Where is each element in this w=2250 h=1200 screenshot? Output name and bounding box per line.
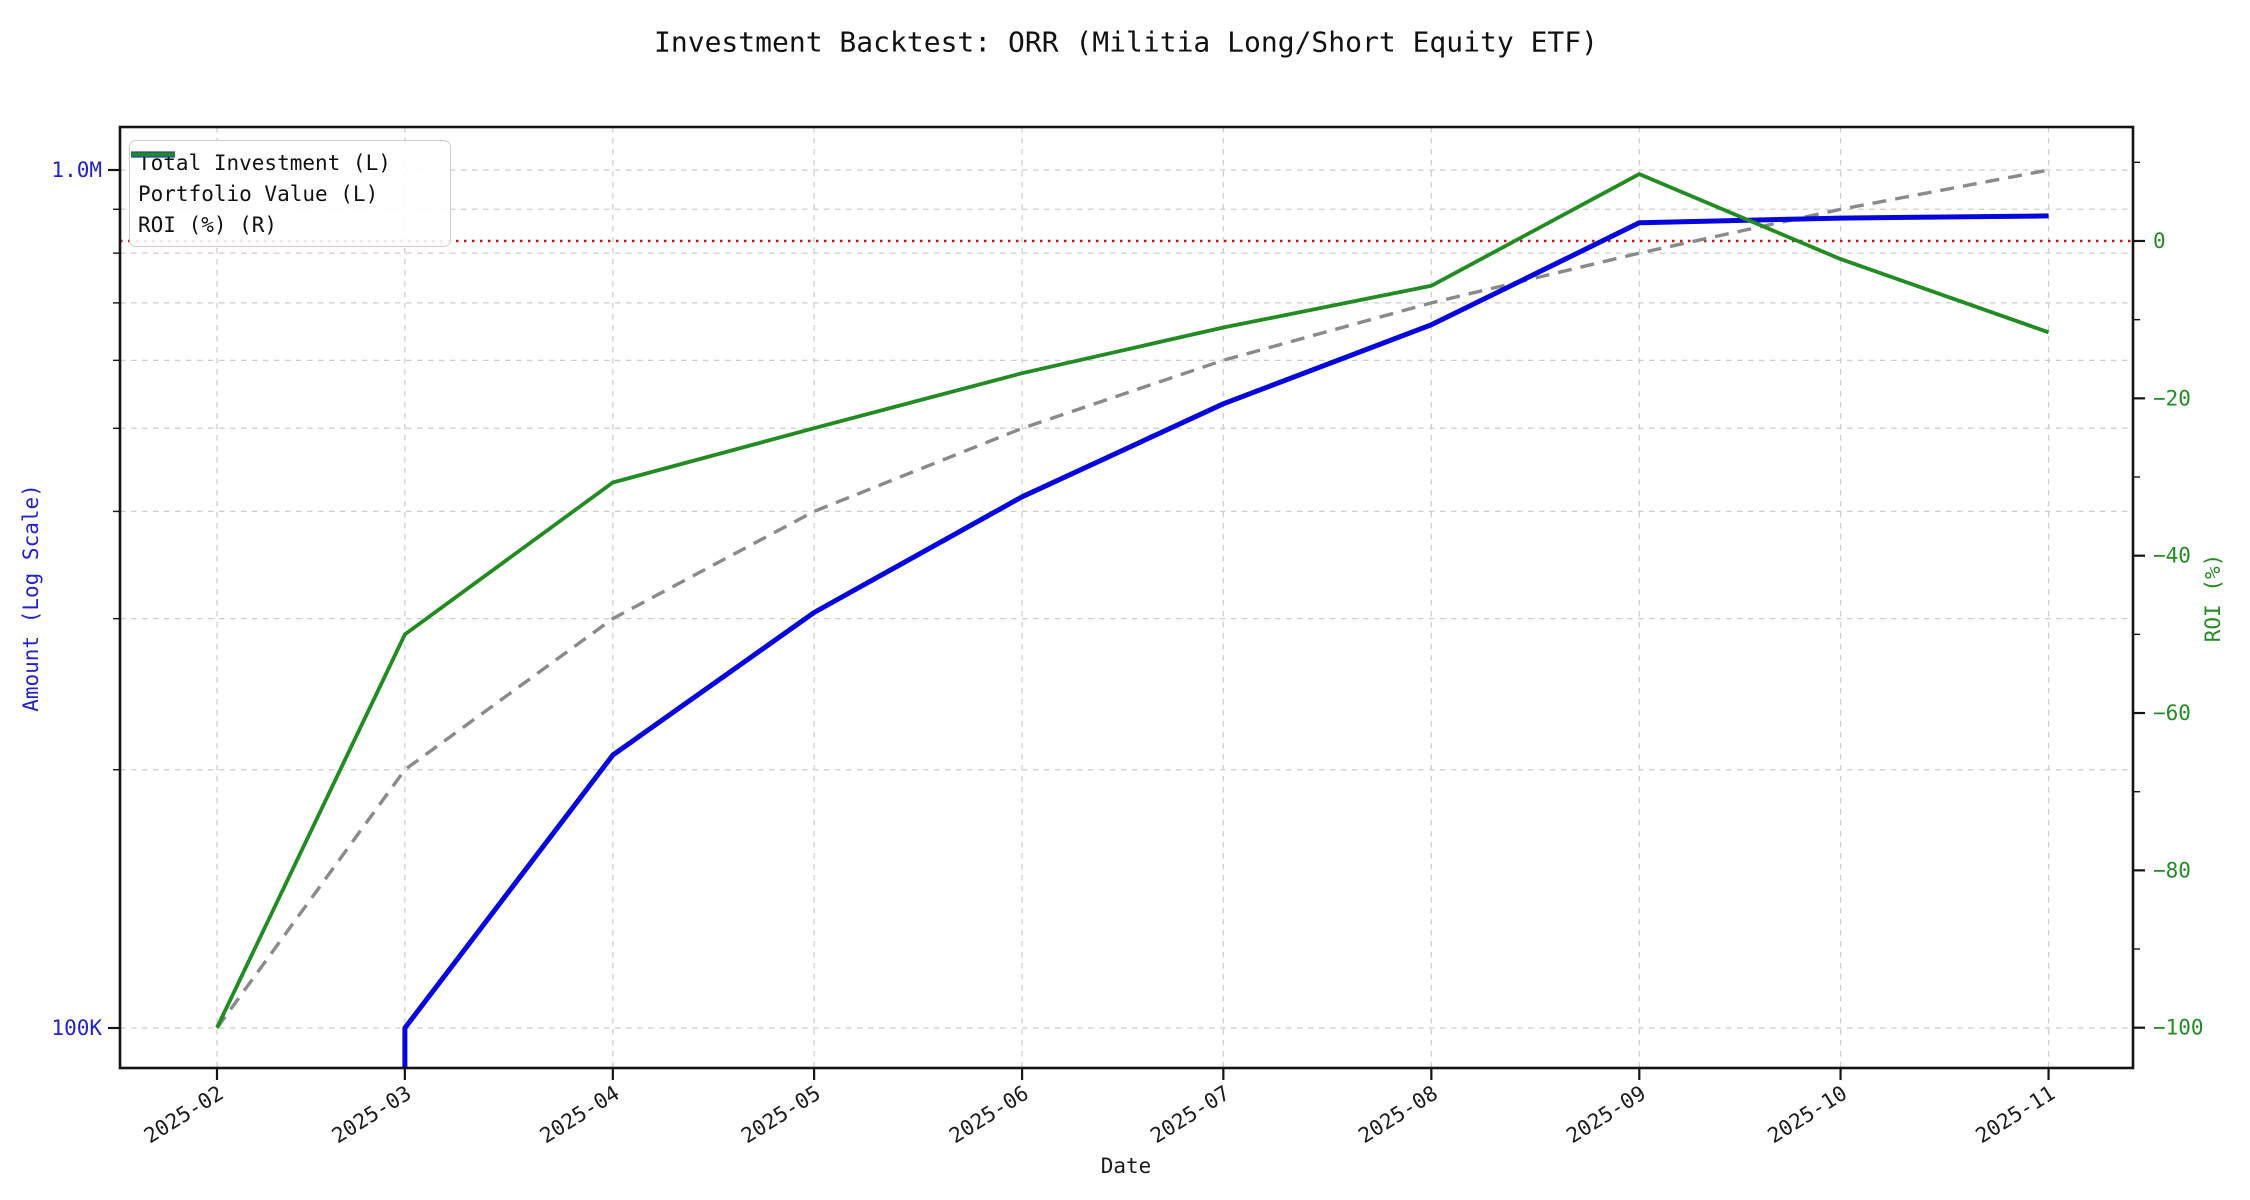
legend-item-1: Portfolio Value (L) <box>131 151 438 207</box>
svg-text:2025-08: 2025-08 <box>1354 1081 1442 1148</box>
legend-label-1: Portfolio Value (L) <box>138 181 379 206</box>
legend-item-0: Total Investment (L) <box>131 149 438 176</box>
svg-text:2025-03: 2025-03 <box>328 1081 416 1148</box>
svg-text:−80: −80 <box>2153 858 2191 882</box>
right-tick-labels: 0 −20 −40 −60 −80 −100 <box>2153 229 2204 1040</box>
svg-text:−40: −40 <box>2153 544 2191 568</box>
legend-label-2: ROI (%) (R) <box>138 212 278 237</box>
svg-text:2025-10: 2025-10 <box>1763 1081 1851 1148</box>
legend-swatch-2 <box>131 152 175 157</box>
right-axis-label: ROI (%) <box>2201 553 2225 643</box>
left-tick-labels: 100K 1.0M <box>51 158 102 1040</box>
x-tick-labels: 2025-02 2025-03 2025-04 2025-05 2025-06 2025-… <box>140 1081 2059 1148</box>
svg-text:1.0M: 1.0M <box>51 158 102 182</box>
plot-border <box>118 125 2135 1070</box>
series-line-2 <box>215 172 2050 1029</box>
svg-text:2025-07: 2025-07 <box>1146 1081 1234 1148</box>
svg-text:2025-06: 2025-06 <box>945 1081 1033 1148</box>
legend: Total Investment (L) Portfolio Value (L) R… <box>129 140 451 247</box>
svg-text:2025-05: 2025-05 <box>737 1081 825 1148</box>
svg-text:100K: 100K <box>51 1016 102 1040</box>
svg-text:−100: −100 <box>2153 1016 2204 1040</box>
chart-title: Investment Backtest: ORR (Militia Long/S… <box>653 25 1599 59</box>
series-line-0 <box>215 168 2049 1030</box>
left-axis-label: Amount (Log Scale) <box>19 484 43 712</box>
svg-text:2025-02: 2025-02 <box>140 1081 228 1148</box>
series-line-1 <box>402 213 2049 1068</box>
svg-text:−60: −60 <box>2153 701 2191 725</box>
svg-text:0: 0 <box>2153 229 2166 253</box>
legend-label-0: Total Investment (L) <box>138 150 391 175</box>
svg-text:−20: −20 <box>2153 386 2191 410</box>
legend-item-2: ROI (%) (R) <box>131 152 438 238</box>
x-axis-label: Date <box>1100 1154 1152 1178</box>
gridlines <box>120 127 2133 1068</box>
svg-text:2025-11: 2025-11 <box>1971 1081 2059 1148</box>
svg-text:2025-09: 2025-09 <box>1562 1081 1650 1148</box>
svg-text:2025-04: 2025-04 <box>536 1081 624 1148</box>
